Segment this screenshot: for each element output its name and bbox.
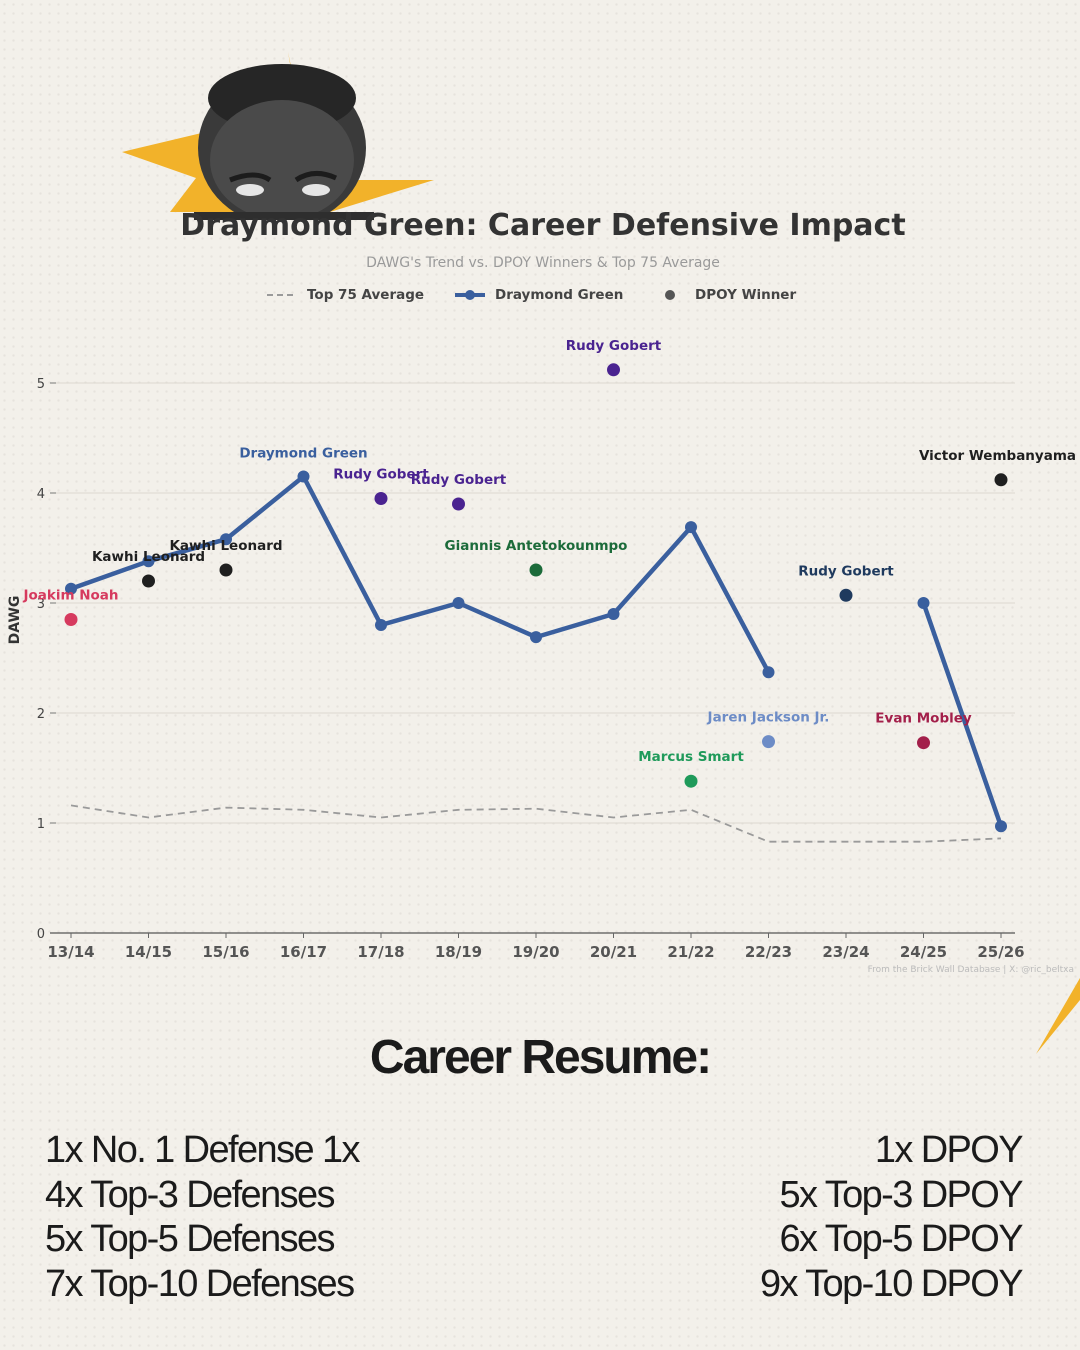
dpoy-winner-label: Jaren Jackson Jr.	[707, 710, 830, 726]
y-tick-label: 5	[37, 377, 45, 392]
legend-item-top75: Top 75 Average	[265, 284, 424, 306]
draymond-green-point	[220, 533, 232, 546]
chart-title: Draymond Green: Career Defensive Impact	[180, 208, 906, 243]
x-tick-label: 14/15	[125, 943, 172, 961]
draymond-green-point	[297, 470, 310, 483]
draymond-green-point	[685, 521, 697, 534]
resume-title: Career Resume:	[369, 1031, 712, 1084]
legend-label-dpoy: DPOY Winner	[695, 287, 797, 303]
x-tick-label: 17/18	[357, 943, 404, 961]
legend-item-dpoy: DPOY Winner	[663, 284, 796, 306]
resume-left-item: 7x Top-10 Defenses	[45, 1262, 355, 1305]
dpoy-winner-label: Kawhi Leonard	[92, 549, 205, 565]
accent-triangle-shape	[1036, 978, 1080, 1054]
dpoy-winner-point	[994, 473, 1008, 487]
y-tick-label: 2	[37, 707, 45, 722]
legend-line-marker-icon	[455, 290, 485, 300]
x-tick-label: 21/22	[667, 943, 714, 961]
resume-team-defense-list: 1x No. 1 Defense 1x 4x Top-3 Defenses 5x…	[45, 1128, 361, 1306]
y-axis-label: DAWG	[7, 596, 23, 645]
dpoy-winner-label: Joakim Noah	[22, 588, 118, 604]
draymond-green-point	[65, 582, 77, 595]
dpoy-winner-point	[142, 574, 155, 588]
series-layer: Draymond Green	[65, 446, 1007, 843]
resume-right-item: 9x Top-10 DPOY	[759, 1262, 1024, 1305]
resume-right-item: 1x DPOY	[874, 1129, 1024, 1171]
dpoy-winner-label: Rudy Gobert	[798, 563, 894, 579]
x-tick-label: 20/21	[590, 943, 637, 961]
legend-dot-icon	[665, 290, 675, 300]
chart-subtitle: DAWG's Trend vs. DPOY Winners & Top 75 A…	[366, 255, 720, 271]
draymond-green-point	[995, 820, 1007, 833]
dpoy-winner-label: Rudy Gobert	[411, 472, 507, 488]
resume-left-item: 5x Top-5 Defenses	[45, 1218, 336, 1260]
dpoy-winner-point	[762, 735, 775, 749]
draymond-green-point	[607, 608, 620, 620]
dpoy-winner-label: Giannis Antetokounmpo	[445, 538, 628, 554]
y-tick-label: 4	[37, 487, 45, 502]
dpoy-winner-label: Kawhi Leonard	[169, 538, 282, 554]
dpoy-winner-point	[452, 497, 465, 511]
x-tick-label: 25/26	[977, 943, 1024, 961]
draymond-green-point	[530, 631, 542, 644]
grid-layer	[50, 382, 1015, 824]
x-tick-label: 22/23	[745, 943, 792, 961]
source-note: From the Brick Wall Database | X: @ric_b…	[868, 965, 1074, 975]
dpoy-winner-label: Marcus Smart	[638, 749, 744, 765]
x-tick-label: 16/17	[280, 943, 327, 961]
legend-label-draymond: Draymond Green	[495, 287, 624, 303]
resume-right-item: 6x Top-5 DPOY	[779, 1218, 1023, 1260]
x-tick-label: 15/16	[202, 943, 249, 961]
top75-average-line	[70, 804, 1002, 843]
dpoy-winner-point	[839, 588, 853, 602]
draymond-green-point	[762, 666, 775, 679]
draymond-green-point	[917, 597, 930, 609]
x-tick-label: 24/25	[900, 943, 947, 961]
y-tick-label: 3	[37, 597, 45, 612]
x-tick-label: 23/24	[822, 943, 869, 961]
legend-label-top75: Top 75 Average	[307, 287, 425, 303]
dpoy-winner-label: Evan Mobley	[875, 711, 972, 727]
dpoy-winner-point	[219, 563, 233, 577]
draymond-green-point	[452, 597, 465, 609]
dpoy-winner-label: Rudy Gobert	[333, 467, 429, 483]
axis-layer: 0 1 2 3 4 5 13/14 14/15 15/16 16/17 17/18 18/19 19/2…	[37, 377, 1025, 961]
y-tick-label: 0	[37, 927, 45, 942]
draymond-green-line	[68, 474, 771, 675]
x-tick-label: 19/20	[512, 943, 559, 961]
dpoy-winner-point	[917, 736, 930, 750]
draymond-green-annotation: Draymond Green	[239, 446, 367, 462]
y-tick-label: 1	[37, 817, 45, 832]
resume-left-item: 1x No. 1 Defense 1x	[45, 1129, 361, 1171]
dpoy-winner-point	[374, 492, 388, 505]
dpoy-winner-point	[684, 774, 698, 788]
resume-right-item: 5x Top-3 DPOY	[779, 1173, 1023, 1216]
chart-plot-area: 0 1 2 3 4 5 13/14 14/15 15/16 16/17 17/18 18/19 19/2…	[7, 338, 1076, 975]
draymond-green-line	[921, 600, 1004, 829]
draymond-green-point	[375, 619, 387, 631]
resume-dpoy-list: 1x DPOY 5x Top-3 DPOY 6x Top-5 DPOY 9x T…	[759, 1128, 1024, 1306]
x-tick-label: 13/14	[47, 943, 94, 961]
legend-dashed-line-icon	[267, 294, 297, 296]
dpoy-winner-label: Rudy Gobert	[566, 338, 662, 354]
dpoy-winner-point	[64, 613, 78, 626]
resume-left-item: 4x Top-3 Defenses	[45, 1173, 336, 1216]
dpoy-winner-label: Victor Wembanyama	[919, 448, 1076, 464]
chart-legend: Top 75 Average Draymond Green DPOY Winne…	[265, 284, 825, 306]
dpoy-winner-point	[529, 563, 543, 577]
dpoy-winner-point	[607, 363, 620, 377]
player-portrait-image	[122, 52, 434, 220]
legend-item-draymond: Draymond Green	[453, 284, 623, 306]
draymond-green-point	[142, 555, 155, 568]
x-tick-label: 18/19	[435, 943, 482, 961]
